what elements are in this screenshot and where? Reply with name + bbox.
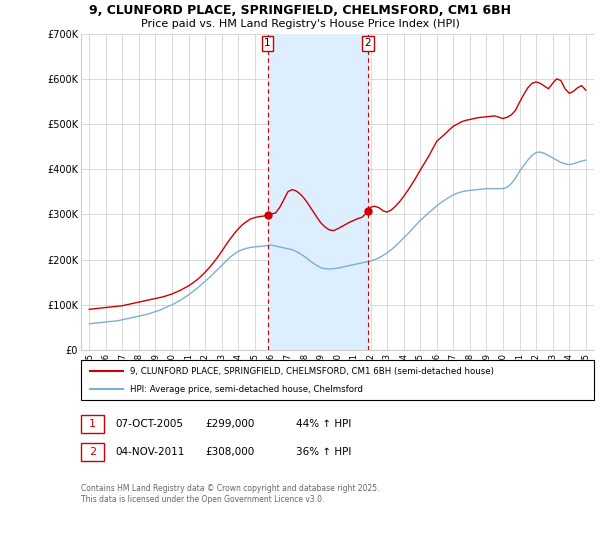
Text: 44% ↑ HPI: 44% ↑ HPI — [296, 419, 351, 429]
Text: £299,000: £299,000 — [206, 419, 255, 429]
Text: £308,000: £308,000 — [206, 447, 255, 457]
Text: 04-NOV-2011: 04-NOV-2011 — [116, 447, 185, 457]
Text: HPI: Average price, semi-detached house, Chelmsford: HPI: Average price, semi-detached house,… — [130, 385, 363, 394]
Text: Price paid vs. HM Land Registry's House Price Index (HPI): Price paid vs. HM Land Registry's House … — [140, 19, 460, 29]
Text: 36% ↑ HPI: 36% ↑ HPI — [296, 447, 351, 457]
Bar — [268, 34, 368, 350]
Text: 07-OCT-2005: 07-OCT-2005 — [116, 419, 184, 429]
Text: 1: 1 — [264, 38, 271, 48]
Text: 2: 2 — [365, 38, 371, 48]
Text: 1: 1 — [89, 419, 96, 429]
Text: 9, CLUNFORD PLACE, SPRINGFIELD, CHELMSFORD, CM1 6BH: 9, CLUNFORD PLACE, SPRINGFIELD, CHELMSFO… — [89, 4, 511, 17]
Text: 2: 2 — [89, 447, 96, 457]
Text: 9, CLUNFORD PLACE, SPRINGFIELD, CHELMSFORD, CM1 6BH (semi-detached house): 9, CLUNFORD PLACE, SPRINGFIELD, CHELMSFO… — [130, 367, 494, 376]
Text: Contains HM Land Registry data © Crown copyright and database right 2025.
This d: Contains HM Land Registry data © Crown c… — [81, 484, 380, 504]
